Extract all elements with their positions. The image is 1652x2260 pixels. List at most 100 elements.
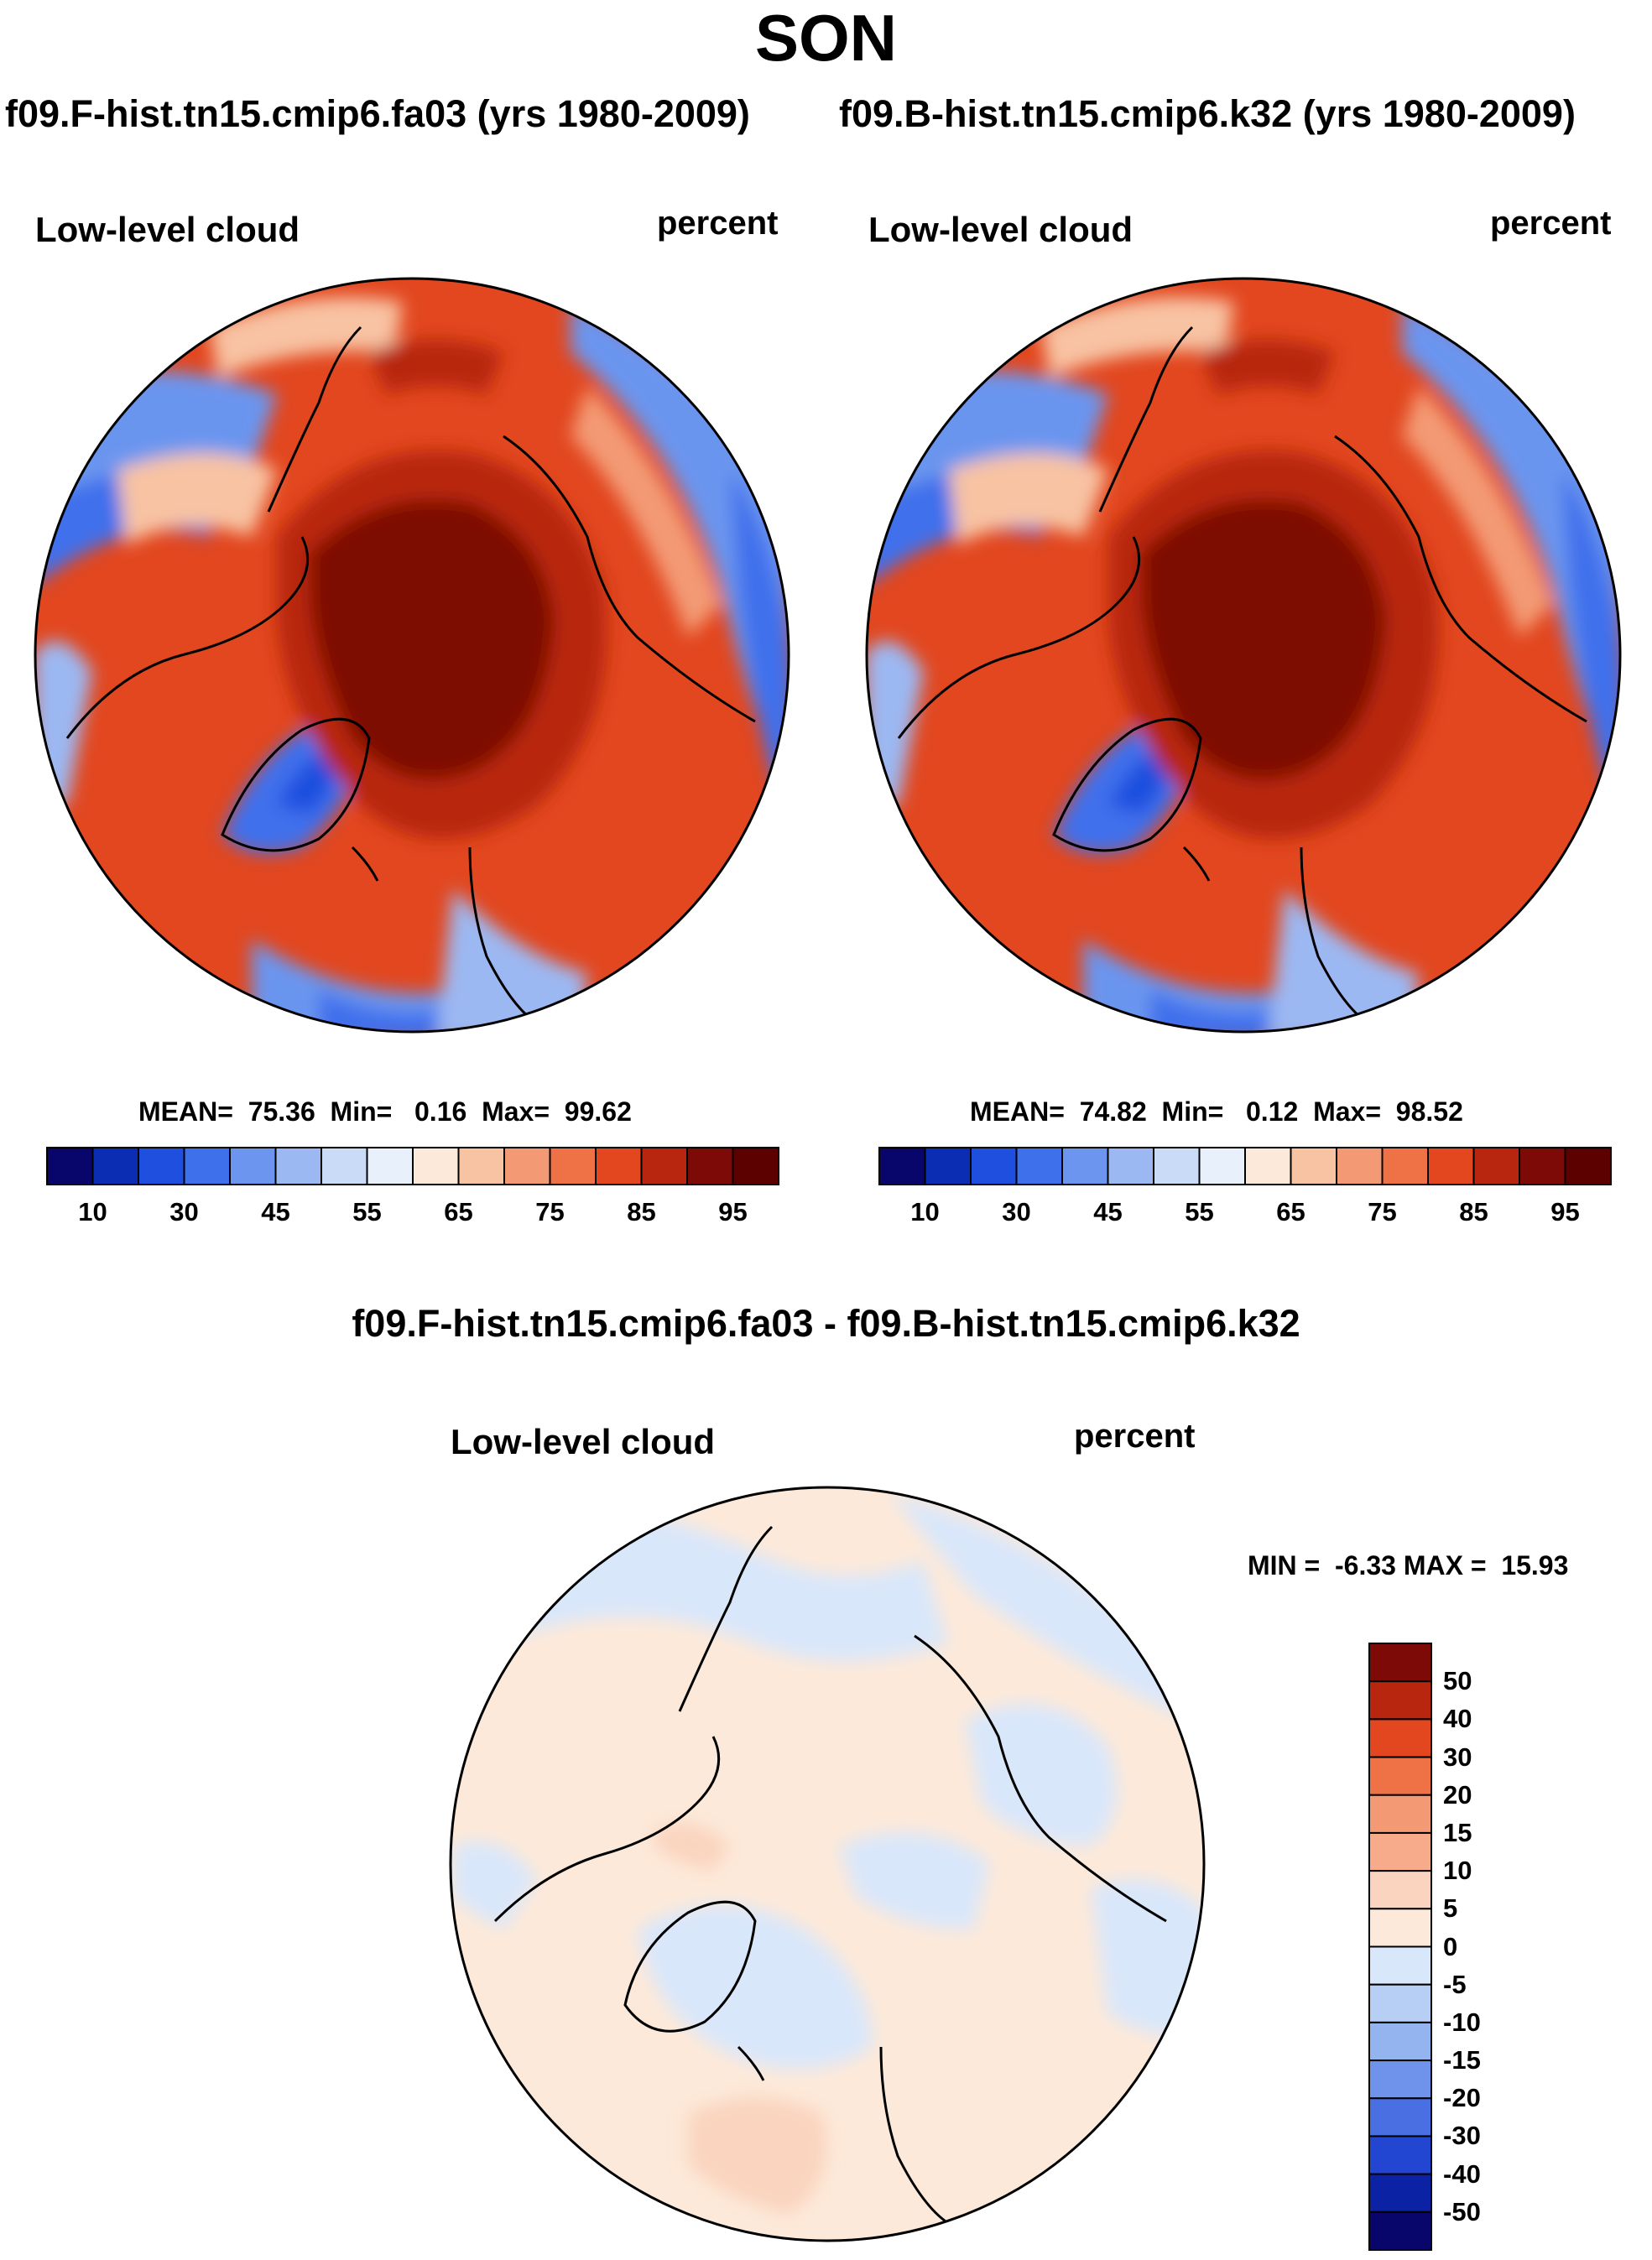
colorbar-swatch <box>1519 1147 1566 1185</box>
map-diff <box>451 1487 1204 2241</box>
colorbar-swatch <box>1368 2060 1432 2100</box>
colorbar-tick-label: 75 <box>535 1197 565 1226</box>
colorbar-swatch <box>91 1147 139 1185</box>
colorbar-swatch <box>366 1147 414 1185</box>
colorbar-tick-label: 15 <box>1443 1817 1472 1847</box>
colorbar-swatch <box>503 1147 551 1185</box>
colorbar-swatch <box>1368 2021 1432 2062</box>
colorbar-tick-label: 30 <box>169 1197 199 1226</box>
map-diff-border <box>449 1486 1206 2242</box>
variable-label-left: Low-level cloud <box>35 210 300 249</box>
colorbar-swatch <box>1198 1147 1246 1185</box>
colorbar-tick-label: 40 <box>1443 1704 1472 1734</box>
colorbar-swatch <box>732 1147 779 1185</box>
colorbar-swatch <box>1015 1147 1063 1185</box>
colorbar-tick-label: 30 <box>1002 1197 1031 1226</box>
colorbar-tick-label: -5 <box>1443 1969 1467 1999</box>
colorbar-swatch <box>1368 1680 1432 1721</box>
colorbar-swatch <box>1564 1147 1612 1185</box>
colorbar-swatch <box>457 1147 505 1185</box>
colorbar-swatch <box>229 1147 277 1185</box>
colorbar-swatch <box>1368 2135 1432 2175</box>
colorbar-right <box>878 1147 1612 1185</box>
colorbar-swatch <box>1368 2097 1432 2138</box>
variable-label-diff: Low-level cloud <box>451 1422 716 1461</box>
colorbar-swatch <box>1368 1794 1432 1834</box>
colorbar-tick-label: 30 <box>1443 1742 1472 1772</box>
units-label-right: percent <box>1490 205 1612 242</box>
colorbar-tick-label: 10 <box>78 1197 107 1226</box>
stats-diff: MIN = -6.33 MAX = 15.93 <box>1248 1550 1569 1580</box>
units-label-diff: percent <box>1074 1418 1196 1455</box>
colorbar-tick-label: 65 <box>1276 1197 1305 1226</box>
colorbar-tick-label: -15 <box>1443 2045 1481 2075</box>
colorbar-swatch <box>1368 1831 1432 1872</box>
variable-label-right: Low-level cloud <box>868 210 1133 249</box>
colorbar-tick-label: 75 <box>1368 1197 1397 1226</box>
colorbar-tick-label: 55 <box>352 1197 382 1226</box>
colorbar-swatch <box>138 1147 185 1185</box>
colorbar-tick-label: -20 <box>1443 2083 1481 2113</box>
colorbar-swatch <box>1368 1908 1432 1948</box>
colorbar-tick-label: 5 <box>1443 1893 1458 1924</box>
colorbar-tick-label: 95 <box>1550 1197 1580 1226</box>
colorbar-tick-label: 0 <box>1443 1931 1458 1961</box>
map-left-border <box>34 277 790 1034</box>
case-title-right: f09.B-hist.tn15.cmip6.k32 (yrs 1980-2009… <box>839 92 1576 135</box>
colorbar-swatch <box>686 1147 734 1185</box>
colorbar-swatch <box>274 1147 322 1185</box>
colorbar-swatch <box>1061 1147 1109 1185</box>
colorbar-tick-label: -30 <box>1443 2121 1481 2151</box>
colorbar-swatch <box>1368 1756 1432 1796</box>
colorbar-swatch <box>970 1147 1018 1185</box>
season-title: SON <box>754 1 898 75</box>
colorbar-swatch <box>1336 1147 1384 1185</box>
map-diff-coastlines <box>493 1525 1167 2225</box>
colorbar-swatch <box>878 1147 926 1185</box>
colorbar-swatch <box>183 1147 231 1185</box>
map-left <box>35 279 789 1032</box>
colorbar-tick-label: 45 <box>1093 1197 1123 1226</box>
colorbar-swatch <box>924 1147 972 1185</box>
colorbar-swatch <box>549 1147 597 1185</box>
map-right-border <box>865 277 1622 1034</box>
stats-right: MEAN= 74.82 Min= 0.12 Max= 98.52 <box>970 1096 1463 1127</box>
units-label-left: percent <box>657 205 779 242</box>
colorbar-swatch <box>1368 1945 1432 1986</box>
colorbar-tick-label: 50 <box>1443 1666 1472 1696</box>
map-right <box>867 279 1620 1032</box>
colorbar-swatch <box>1153 1147 1201 1185</box>
colorbar-swatch <box>1107 1147 1154 1185</box>
colorbar-swatch <box>1290 1147 1337 1185</box>
colorbar-tick-label: -40 <box>1443 2158 1481 2189</box>
map-left-coastlines <box>65 325 756 1025</box>
colorbar-tick-label: 55 <box>1185 1197 1214 1226</box>
colorbar-tick-label: 95 <box>718 1197 748 1226</box>
colorbar-tick-label: 65 <box>444 1197 473 1226</box>
colorbar-swatch <box>320 1147 368 1185</box>
colorbar-tick-label: 20 <box>1443 1779 1472 1810</box>
diff-title: f09.F-hist.tn15.cmip6.fa03 - f09.B-hist.… <box>352 1302 1300 1345</box>
colorbar-swatch <box>640 1147 688 1185</box>
colorbar-swatch <box>1368 1643 1432 1683</box>
colorbar-swatch <box>1368 2173 1432 2213</box>
colorbar-swatch <box>1368 1983 1432 2023</box>
colorbar-swatch <box>1368 2211 1432 2251</box>
colorbar-swatch <box>1472 1147 1520 1185</box>
colorbar-swatch <box>1427 1147 1475 1185</box>
colorbar-swatch <box>1368 1718 1432 1758</box>
colorbar-swatch <box>595 1147 643 1185</box>
map-right-coastlines <box>897 325 1587 1025</box>
colorbar-tick-label: 45 <box>261 1197 290 1226</box>
colorbar-tick-label: 10 <box>910 1197 940 1226</box>
colorbar-swatch <box>1381 1147 1429 1185</box>
colorbar-swatch <box>1244 1147 1292 1185</box>
colorbar-swatch <box>1368 1870 1432 1910</box>
colorbar-swatch <box>412 1147 460 1185</box>
colorbar-left <box>46 1147 779 1185</box>
stats-left: MEAN= 75.36 Min= 0.16 Max= 99.62 <box>138 1096 632 1127</box>
colorbar-diff <box>1368 1643 1432 2251</box>
colorbar-swatch <box>46 1147 94 1185</box>
case-title-left: f09.F-hist.tn15.cmip6.fa03 (yrs 1980-200… <box>5 92 750 135</box>
